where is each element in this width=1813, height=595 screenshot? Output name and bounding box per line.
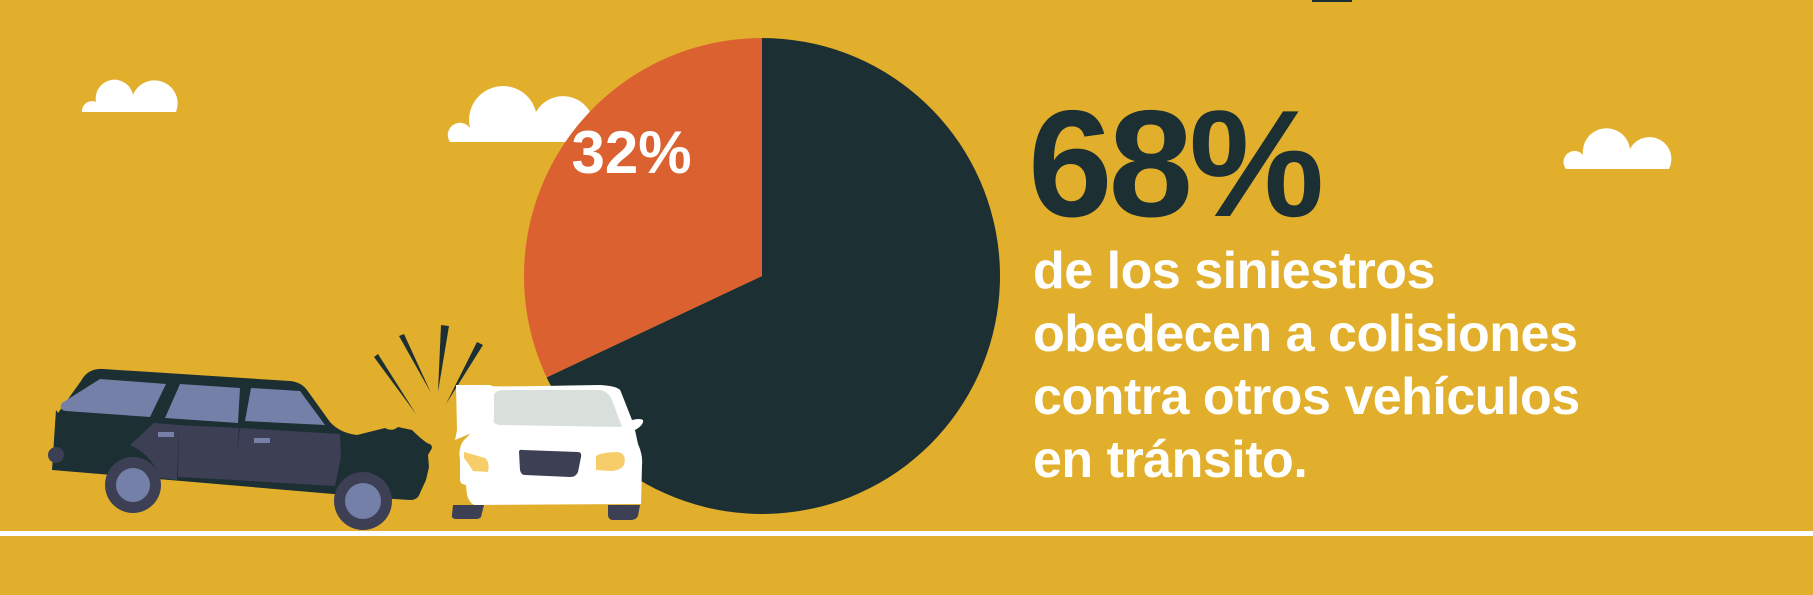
- dark-station-wagon-icon: [48, 368, 432, 530]
- top-edge-mark: [1312, 0, 1352, 2]
- impact-lines-icon: [374, 325, 483, 414]
- cloud-icon: [81, 79, 178, 112]
- headline-percentage: 68%: [1028, 79, 1324, 249]
- description-line: obedecen a colisiones: [1033, 305, 1578, 363]
- cloud-icon: [1563, 128, 1672, 169]
- pie-chart: 32%: [524, 38, 1001, 514]
- white-car-icon: [451, 385, 644, 520]
- description-line: de los siniestros: [1033, 242, 1435, 300]
- pie-slice: [524, 38, 762, 378]
- description-line: en tránsito.: [1033, 431, 1308, 489]
- pie-slice: [546, 38, 1001, 514]
- pie-slice-label: 32%: [571, 119, 691, 186]
- description-line: contra otros vehículos: [1033, 368, 1580, 426]
- cloud-icon: [447, 86, 594, 142]
- headline-description: de los siniestros obedecen a colisiones …: [1033, 240, 1580, 492]
- road-line: [0, 531, 1813, 536]
